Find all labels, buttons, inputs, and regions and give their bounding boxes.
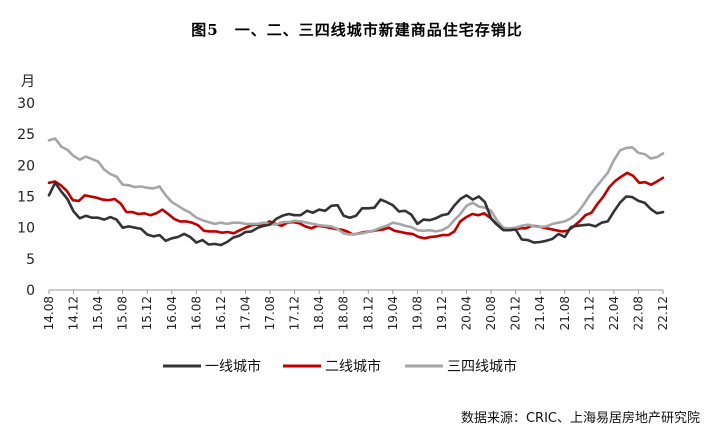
x-tick-label: 20.04 [460, 296, 474, 330]
y-tick-label: 25 [17, 127, 35, 143]
x-tick-label: 17.04 [238, 296, 252, 330]
x-tick-label: 14.08 [42, 296, 56, 330]
x-tick-label: 17.12 [288, 296, 302, 330]
y-tick-label: 5 [26, 252, 35, 268]
series-line-3 [47, 137, 665, 236]
y-tick-label: 15 [17, 190, 35, 206]
x-tick-label: 16.04 [165, 296, 179, 330]
x-tick-label: 18.08 [337, 296, 351, 330]
x-axis: 14.08 14.12 15.04 15.08 15.12 16.04 16.08 16.12… [42, 289, 670, 330]
x-tick-label: 22.04 [607, 296, 621, 330]
legend: 一线城市 二线城市 三四线城市 [163, 358, 517, 375]
x-tick-label: 22.12 [656, 296, 670, 330]
plot-area [47, 137, 665, 247]
x-tick-label: 21.12 [582, 296, 596, 330]
y-axis-label: 月 [21, 74, 35, 90]
x-tick-label: 22.08 [631, 296, 645, 330]
x-tick-label: 19.12 [435, 296, 449, 330]
legend-label-1: 一线城市 [205, 358, 261, 375]
y-tick-label: 30 [17, 96, 35, 112]
x-tick-label: 15.04 [91, 296, 105, 330]
legend-label-3: 三四线城市 [447, 358, 517, 375]
x-tick-label: 16.08 [189, 296, 203, 330]
y-tick-label: 0 [26, 283, 35, 299]
legend-label-2: 二线城市 [325, 358, 381, 375]
chart-title: 图5 一、二、三四线城市新建商品住宅存销比 [191, 21, 523, 39]
x-tick-label: 20.08 [484, 296, 498, 330]
series-line-1 [47, 181, 665, 247]
x-tick-label: 14.12 [67, 296, 81, 330]
y-axis: 0 5 10 15 20 25 30 [17, 96, 35, 299]
y-tick-label: 20 [17, 158, 35, 174]
x-tick-label: 15.12 [140, 296, 154, 330]
x-tick-label: 21.08 [558, 296, 572, 330]
x-tick-label: 15.08 [116, 296, 130, 330]
x-tick-label: 20.12 [509, 296, 523, 330]
x-tick-label: 21.04 [533, 296, 547, 330]
x-tick-label: 19.08 [410, 296, 424, 330]
x-tick-label: 18.12 [361, 296, 375, 330]
x-tick-label: 18.04 [312, 296, 326, 330]
x-tick-label: 16.12 [214, 296, 228, 330]
data-source-note: 数据来源：CRIC、上海易居房地产研究院 [460, 411, 700, 426]
y-tick-label: 10 [17, 221, 35, 237]
x-tick-label: 19.04 [386, 296, 400, 330]
x-tick-label: 17.08 [263, 296, 277, 330]
